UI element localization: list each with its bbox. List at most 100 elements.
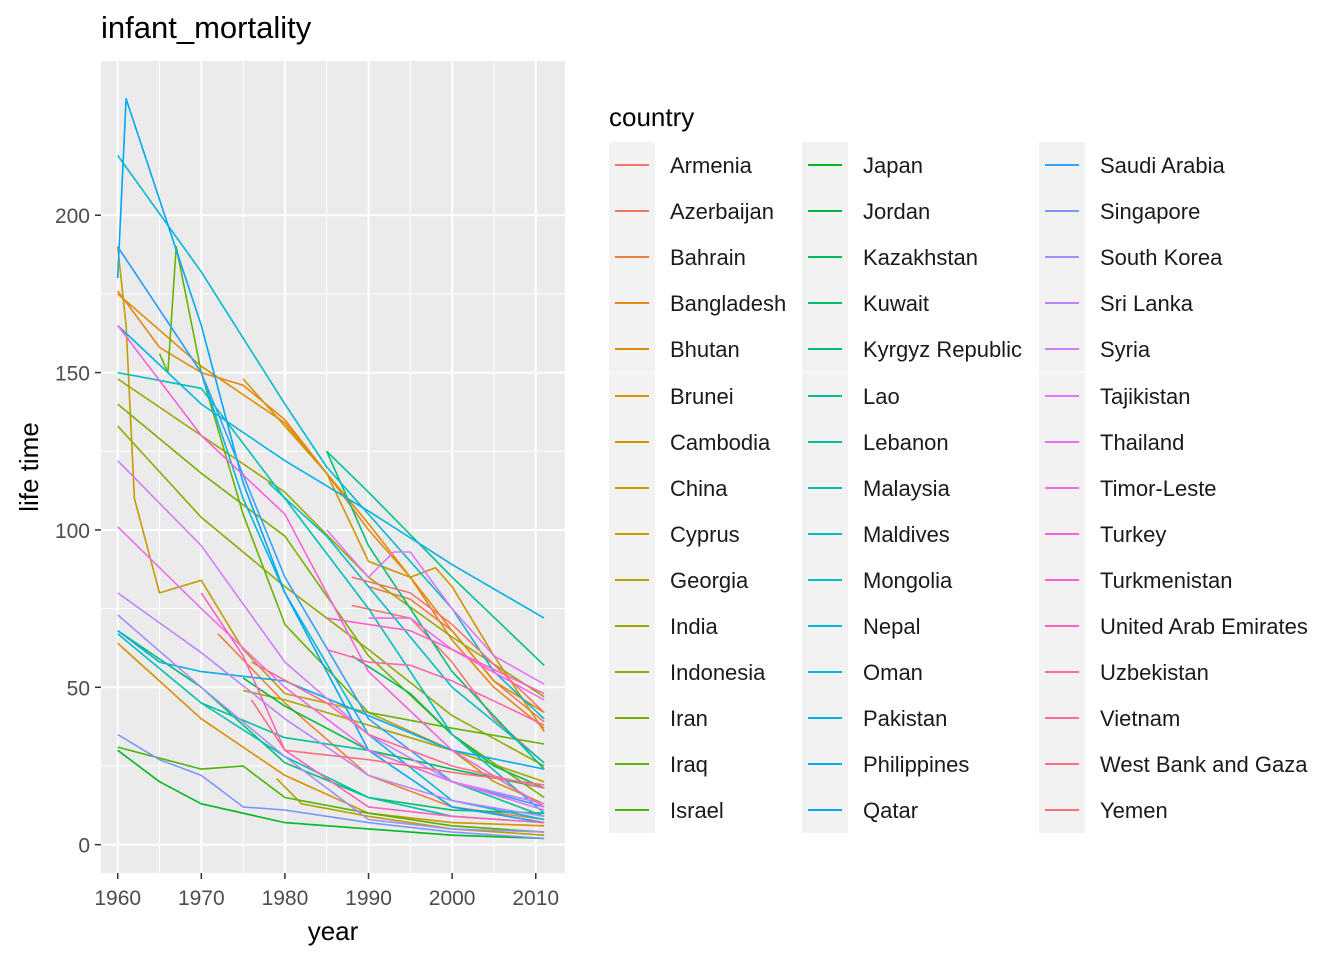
legend-label: Oman: [863, 660, 923, 686]
series-line-maldives: [117, 371, 545, 814]
x-tick-label: 1970: [178, 887, 225, 910]
legend-item: Saudi Arabia: [1039, 142, 1339, 188]
series-line-mongolia: [267, 482, 545, 764]
legend-swatch: [808, 440, 842, 443]
legend-label: Turkmenistan: [1100, 567, 1233, 593]
legend-key: [802, 234, 848, 281]
legend-item: Uzbekistan: [1039, 649, 1339, 696]
legend-key: [609, 510, 655, 557]
legend-swatch: [1045, 671, 1079, 674]
legend-item: Jordan: [802, 188, 1102, 235]
legend-key: [802, 741, 848, 788]
legend-item: Thailand: [1039, 418, 1339, 465]
series-line-vietnam: [251, 661, 545, 789]
legend-item: Nepal: [802, 603, 1102, 649]
series-line-cyprus: [276, 778, 545, 836]
legend-label: South Korea: [1100, 245, 1223, 271]
legend-swatch: [615, 394, 649, 397]
x-tick-label: 1990: [345, 887, 392, 910]
legend-label: Iraq: [670, 752, 708, 778]
legend-swatch: [615, 578, 649, 581]
series-line-kyrgyz-republic: [325, 450, 545, 770]
legend-item: Vietnam: [1039, 695, 1339, 742]
legend-swatch: [808, 486, 842, 489]
legend-swatch: [615, 302, 649, 305]
legend-item: Sri Lanka: [1039, 280, 1339, 327]
legend-item: Cyprus: [609, 510, 909, 557]
legend-label: Kuwait: [863, 291, 930, 317]
legend-label: Turkey: [1100, 521, 1167, 547]
legend-label: Bahrain: [670, 245, 746, 271]
legend-swatch: [1045, 578, 1079, 581]
legend-key: [609, 603, 655, 649]
legend-swatch: [808, 532, 842, 535]
series-line-indonesia: [117, 425, 545, 767]
legend-label: Malaysia: [863, 475, 950, 501]
legend-key: [802, 142, 848, 188]
legend-key: [802, 418, 848, 465]
legend-item: Lebanon: [802, 418, 1102, 465]
legend-swatch: [808, 625, 842, 627]
legend-label: Philippines: [863, 752, 970, 778]
y-tick-label: 100: [55, 520, 90, 543]
y-tick-label: 50: [67, 677, 90, 700]
x-axis-title: year: [308, 916, 359, 946]
series-line-syria: [117, 460, 545, 805]
legend-label: Kyrgyz Republic: [863, 337, 1022, 363]
legend-key: [802, 188, 848, 235]
legend-item: Bhutan: [609, 326, 909, 373]
legend-label: Armenia: [670, 153, 752, 178]
legend-item: Bahrain: [609, 234, 909, 281]
legend-item: Armenia: [609, 142, 909, 188]
legend-item: China: [609, 464, 909, 511]
legend-item: Azerbaijan: [609, 188, 909, 235]
legend-swatch: [615, 532, 649, 535]
legend-label: Tajikistan: [1100, 383, 1191, 409]
legend-item: Iraq: [609, 741, 909, 788]
legend-key: [609, 695, 655, 742]
series-line-south-korea: [117, 614, 545, 833]
legend-item: Qatar: [802, 787, 1102, 834]
series-line-iraq: [158, 245, 545, 745]
legend-label: Brunei: [670, 383, 734, 409]
legend-item: Singapore: [1039, 188, 1339, 235]
legend-label: Pakistan: [863, 706, 948, 732]
legend-label: Mongolia: [863, 567, 953, 593]
legend-item: Indonesia: [609, 649, 909, 696]
legend-item: Japan: [802, 142, 1102, 188]
legend-key: [802, 603, 848, 649]
legend-item: Malaysia: [802, 464, 1102, 511]
legend-item: Turkey: [1039, 510, 1339, 557]
legend-swatch: [1045, 348, 1079, 351]
legend-swatch: [615, 486, 649, 489]
legend-key: [1039, 464, 1085, 511]
legend-key: [1039, 741, 1085, 788]
legend-label: Cambodia: [670, 429, 771, 455]
legend-item: Georgia: [609, 556, 909, 603]
legend-label: Bangladesh: [670, 291, 787, 317]
legend-key: [802, 510, 848, 557]
legend-label: Vietnam: [1100, 706, 1181, 732]
legend-label: Indonesia: [670, 660, 766, 686]
legend-label: West Bank and Gaza: [1100, 752, 1308, 778]
series-line-qatar: [116, 98, 545, 824]
legend-label: Syria: [1100, 337, 1151, 363]
legend-swatch: [808, 256, 842, 259]
legend-item: Israel: [609, 787, 909, 834]
legend-label: Maldives: [863, 521, 950, 547]
x-tick-label: 1980: [262, 887, 309, 910]
legend-key: [1039, 649, 1085, 696]
legend-swatch: [808, 348, 842, 351]
legend-key: [802, 326, 848, 373]
legend-swatch: [615, 440, 649, 443]
legend-label: Cyprus: [670, 521, 740, 547]
legend-key: [609, 464, 655, 511]
legend-item: Turkmenistan: [1039, 556, 1339, 603]
legend-key: [609, 556, 655, 603]
legend-key: [802, 280, 848, 327]
series-line-tajikistan: [326, 529, 545, 685]
legend-swatch: [615, 809, 649, 812]
series-line-bhutan: [117, 293, 545, 714]
legend-swatch: [1045, 302, 1079, 305]
legend-key: [609, 280, 655, 327]
